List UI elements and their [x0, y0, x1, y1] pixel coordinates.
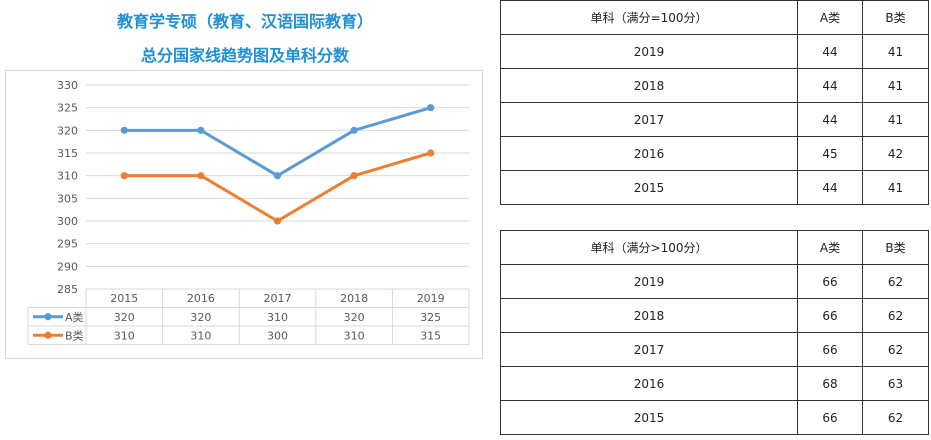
data-point [120, 172, 128, 180]
data-point [350, 126, 358, 134]
chart-title: 教育学专硕（教育、汉语国际教育） [116, 12, 373, 31]
data-point [427, 104, 435, 112]
y-tick-label: 330 [57, 79, 78, 92]
table2-cell: 62 [862, 264, 929, 299]
y-tick-label: 310 [57, 170, 78, 183]
legend-label: A类 [65, 310, 84, 324]
table1-cell: 41 [862, 68, 929, 103]
table2-header-row: 单科（满分>100分） A类 B类 [500, 230, 929, 265]
data-table-value: 310 [344, 329, 365, 342]
x-tick-label: 2018 [340, 292, 368, 305]
table1-cell: 44 [797, 170, 863, 205]
series-line-1 [124, 151, 432, 223]
table1-row: 2017 44 41 [500, 102, 929, 137]
x-tick-label: 2016 [187, 292, 215, 305]
table1-header-cell: 单科（满分=100分） [500, 0, 798, 35]
table1-cell: 41 [862, 102, 929, 137]
table1-cell: 42 [862, 136, 929, 171]
table2-row: 2019 66 62 [500, 264, 929, 299]
data-table-value: 320 [344, 311, 365, 324]
y-tick-label: 295 [57, 238, 78, 251]
data-table-value: 320 [190, 311, 211, 324]
table1-cell: 41 [862, 170, 929, 205]
data-point [427, 149, 435, 157]
table1-row: 2018 44 41 [500, 68, 929, 103]
table2-row: 2016 68 63 [500, 366, 929, 401]
data-table-value: 310 [267, 311, 288, 324]
table1-header-row: 单科（满分=100分） A类 B类 [500, 0, 929, 35]
table2-cell: 2015 [500, 400, 798, 435]
table1-row: 2019 44 41 [500, 34, 929, 69]
data-point [273, 172, 282, 180]
table2-row: 2018 66 62 [500, 298, 929, 333]
x-tick-label: 2017 [264, 292, 292, 305]
table1-cell: 44 [797, 68, 863, 103]
x-tick-label: 2019 [417, 292, 445, 305]
table1-cell: 2017 [500, 102, 798, 137]
table1-cell: 45 [797, 136, 863, 171]
data-point [350, 172, 358, 180]
y-tick-label: 320 [57, 124, 78, 137]
data-table-value: 315 [420, 329, 441, 342]
data-point [197, 172, 205, 180]
data-point [197, 126, 205, 134]
y-tick-label: 290 [57, 260, 78, 273]
table1-row: 2016 45 42 [500, 136, 929, 171]
table1-cell: 2018 [500, 68, 798, 103]
table1-header-cell: A类 [797, 0, 863, 35]
table2-cell: 63 [862, 366, 929, 401]
table2-cell: 66 [797, 298, 863, 333]
table2-row: 2017 66 62 [500, 332, 929, 367]
legend-marker [44, 313, 52, 321]
table1-cell: 2015 [500, 170, 798, 205]
table1-header-cell: B类 [862, 0, 929, 35]
table1-cell: 41 [862, 34, 929, 69]
table2-header-cell: B类 [862, 230, 929, 265]
data-point [273, 217, 282, 225]
table2-cell: 62 [862, 298, 929, 333]
single-subject-table-100: 单科（满分=100分） A类 B类 2019 44 41 2018 44 41 2017 44 41 2… [500, 0, 929, 205]
table1-cell: 2016 [500, 136, 798, 171]
y-tick-label: 285 [57, 283, 78, 296]
table2-header-cell: A类 [797, 230, 863, 265]
table2-cell: 66 [797, 400, 863, 435]
data-point [120, 126, 128, 134]
table2-cell: 2016 [500, 366, 798, 401]
data-table-value: 310 [114, 329, 135, 342]
table2-cell: 2018 [500, 298, 798, 333]
table1-cell: 2019 [500, 34, 798, 69]
single-subject-table-over-100: 单科（满分>100分） A类 B类 2019 66 62 2018 66 62 2017 66 62 2… [500, 230, 929, 435]
line-chart: 330 325 320 315 310 305 300 295 290 285 2015 2016 20… [27, 79, 470, 345]
table2-cell: 62 [862, 332, 929, 367]
y-tick-label: 325 [57, 102, 78, 115]
legend-label: B类 [65, 328, 84, 342]
chart-subtitle: 总分国家线趋势图及单科分数 [140, 46, 349, 65]
table2-cell: 66 [797, 332, 863, 367]
legend-marker [44, 331, 52, 339]
table2-cell: 2017 [500, 332, 798, 367]
x-tick-label: 2015 [110, 292, 138, 305]
table2-cell: 68 [797, 366, 863, 401]
y-tick-label: 300 [57, 215, 78, 228]
table2-cell: 2019 [500, 264, 798, 299]
table2-row: 2015 66 62 [500, 400, 929, 435]
table2-cell: 66 [797, 264, 863, 299]
table2-cell: 62 [862, 400, 929, 435]
chart-area: 330 325 320 315 310 305 300 295 290 285 2015 2016 20… [5, 70, 483, 359]
table1-cell: 44 [797, 34, 863, 69]
table1-row: 2015 44 41 [500, 170, 929, 205]
data-table-value: 320 [114, 311, 135, 324]
data-table-value: 310 [190, 329, 211, 342]
data-table-value: 325 [420, 311, 441, 324]
table2-header-cell: 单科（满分>100分） [500, 230, 798, 265]
y-tick-label: 315 [57, 147, 78, 160]
table1-cell: 44 [797, 102, 863, 137]
y-tick-label: 305 [57, 192, 78, 205]
data-table-value: 300 [267, 329, 288, 342]
